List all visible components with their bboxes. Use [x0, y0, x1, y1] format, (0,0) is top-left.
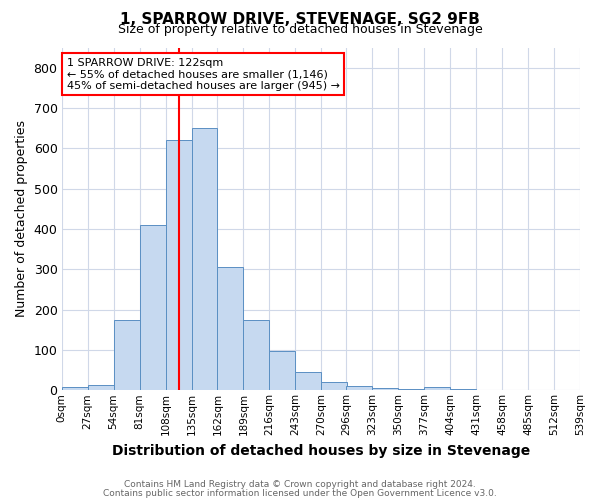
Bar [346, 386, 373, 390]
Text: Size of property relative to detached houses in Stevenage: Size of property relative to detached ho… [118, 22, 482, 36]
Text: Contains HM Land Registry data © Crown copyright and database right 2024.: Contains HM Land Registry data © Crown c… [124, 480, 476, 489]
Bar [140, 225, 166, 390]
Bar [113, 320, 140, 390]
Bar [191, 128, 217, 390]
X-axis label: Distribution of detached houses by size in Stevenage: Distribution of detached houses by size … [112, 444, 530, 458]
Y-axis label: Number of detached properties: Number of detached properties [15, 120, 28, 318]
Text: Contains public sector information licensed under the Open Government Licence v3: Contains public sector information licen… [103, 489, 497, 498]
Bar [217, 268, 244, 390]
Bar [62, 387, 88, 390]
Text: 1, SPARROW DRIVE, STEVENAGE, SG2 9FB: 1, SPARROW DRIVE, STEVENAGE, SG2 9FB [120, 12, 480, 28]
Bar [295, 372, 322, 390]
Bar [373, 388, 398, 390]
Bar [166, 140, 191, 390]
Bar [269, 350, 295, 391]
Bar [88, 385, 113, 390]
Bar [244, 320, 269, 390]
Text: 1 SPARROW DRIVE: 122sqm
← 55% of detached houses are smaller (1,146)
45% of semi: 1 SPARROW DRIVE: 122sqm ← 55% of detache… [67, 58, 340, 91]
Bar [424, 388, 450, 390]
Bar [322, 382, 347, 390]
